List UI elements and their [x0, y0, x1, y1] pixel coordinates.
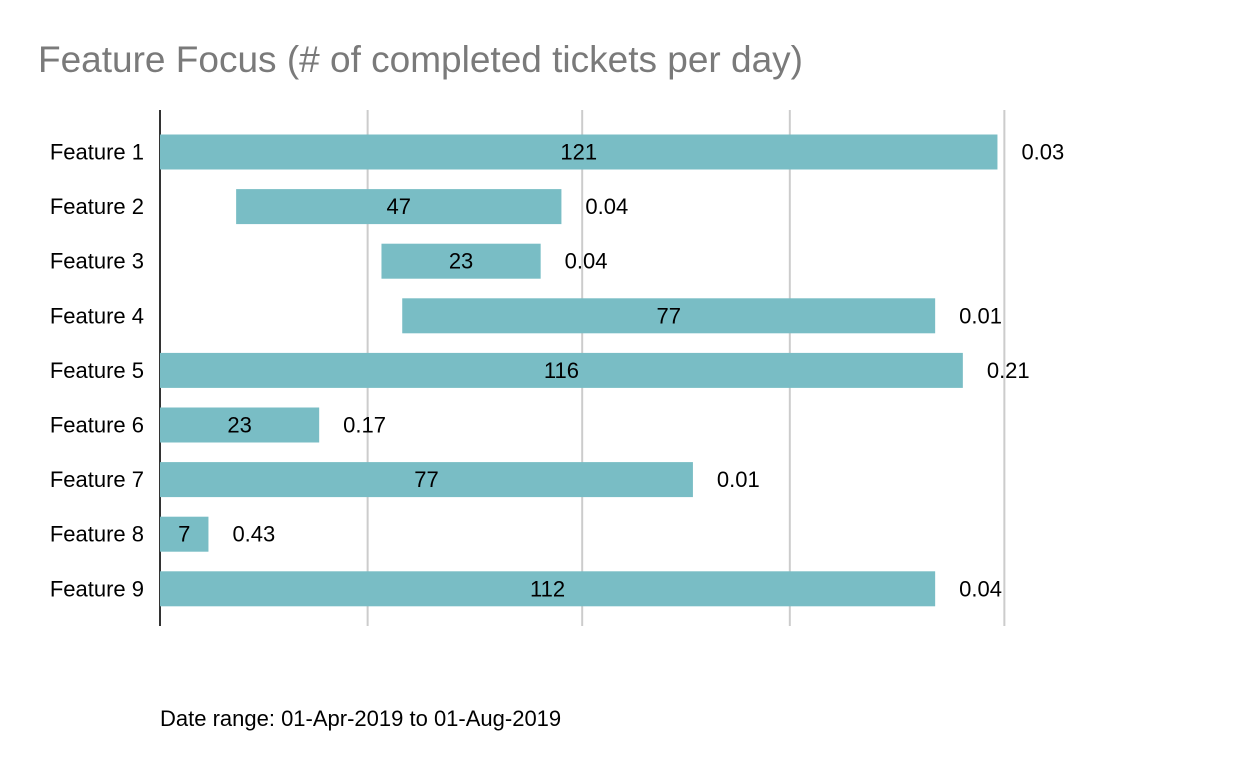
bar-value-label: 121	[560, 140, 597, 165]
category-label: Feature 5	[50, 358, 144, 383]
bar-value-label: 7	[178, 522, 190, 547]
rate-label: 0.43	[232, 522, 275, 547]
rate-label: 0.01	[959, 303, 1002, 328]
bar-8	[160, 516, 209, 552]
bar-1	[160, 134, 998, 170]
bar-value-label: 23	[449, 249, 473, 274]
labels: Feature 1 121 0.03 Feature 2 47 0.04 Feature 3…	[50, 140, 1064, 602]
category-label: Feature 6	[50, 413, 144, 438]
bar-9	[160, 571, 936, 607]
bar-value-label: 23	[227, 413, 251, 438]
category-label: Feature 4	[50, 303, 144, 328]
category-label: Feature 3	[50, 249, 144, 274]
category-label: Feature 1	[50, 140, 144, 165]
bar-4	[402, 298, 936, 334]
bar-value-label: 116	[544, 358, 579, 383]
rate-label: 0.03	[1021, 140, 1064, 165]
rate-label: 0.01	[717, 467, 760, 492]
bar-6	[160, 407, 320, 443]
bar-3	[381, 243, 541, 279]
rate-label: 0.04	[959, 576, 1002, 601]
chart-title: Feature Focus (# of completed tickets pe…	[38, 39, 804, 80]
bar-5	[160, 352, 963, 388]
rate-label: 0.21	[987, 358, 1030, 383]
bar-value-label: 47	[387, 194, 411, 219]
bar-value-label: 112	[530, 576, 565, 601]
category-label: Feature 7	[50, 467, 144, 492]
bar-7	[160, 462, 693, 498]
rate-label: 0.17	[343, 413, 386, 438]
rate-label: 0.04	[565, 249, 608, 274]
bar-value-label: 77	[414, 467, 438, 492]
bar-2	[236, 189, 562, 225]
category-label: Feature 9	[50, 576, 144, 601]
category-label: Feature 8	[50, 522, 144, 547]
date-range-footnote: Date range: 01-Apr-2019 to 01-Aug-2019	[160, 706, 562, 731]
rate-label: 0.04	[585, 194, 628, 219]
bar-value-label: 77	[656, 303, 680, 328]
bars	[160, 134, 998, 607]
category-label: Feature 2	[50, 194, 144, 219]
